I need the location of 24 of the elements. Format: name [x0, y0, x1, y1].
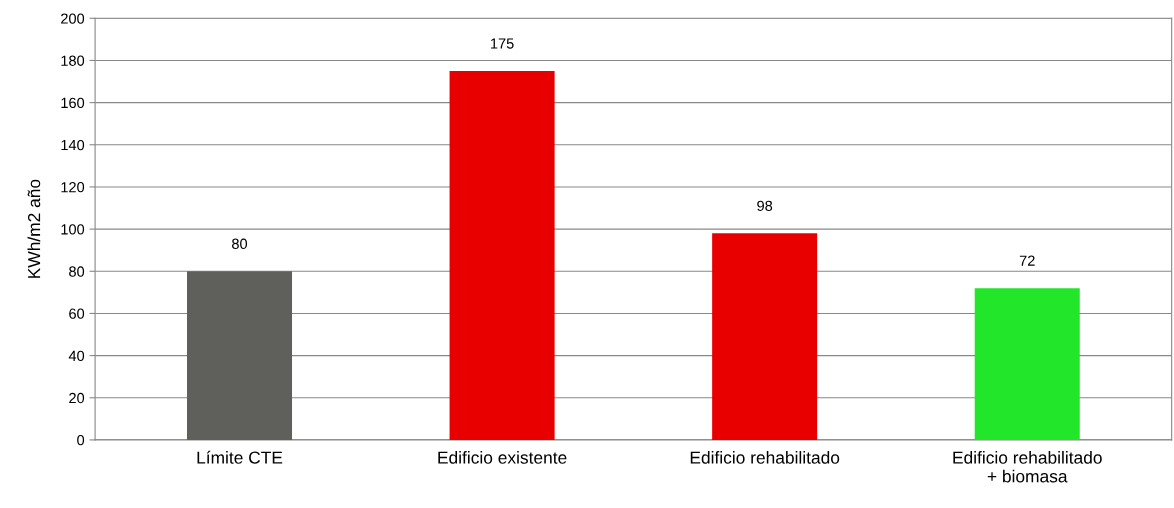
y-axis-title: KWh/m2 año — [27, 179, 41, 278]
x-tick-label: Límite CTE — [197, 450, 283, 464]
bar — [712, 233, 818, 440]
data-label: 98 — [757, 200, 773, 211]
y-tick-label: 120 — [61, 182, 85, 193]
y-tick-label: 200 — [61, 13, 85, 24]
x-tick-label: Edificio rehabilitado + biomasa — [953, 451, 1102, 483]
y-tick-label: 40 — [68, 350, 85, 362]
bar — [187, 271, 293, 440]
y-tick-label: 140 — [61, 139, 85, 151]
y-tick-label: 0 — [77, 435, 85, 446]
x-tick-label: Edificio existente — [438, 451, 567, 464]
y-tick-label: 160 — [61, 97, 85, 109]
y-tick-label: 100 — [61, 224, 85, 235]
y-tick-label: 20 — [69, 392, 85, 404]
data-label: 72 — [1019, 255, 1035, 266]
data-label: 175 — [491, 38, 514, 49]
x-tick-label: Edificio rehabilitado — [690, 451, 840, 464]
data-label: 80 — [232, 238, 248, 249]
y-tick-label: 180 — [61, 55, 85, 66]
y-tick-label: 60 — [69, 308, 85, 319]
bar — [974, 288, 1080, 440]
y-tick-label: 80 — [69, 266, 85, 277]
bar — [449, 70, 555, 440]
